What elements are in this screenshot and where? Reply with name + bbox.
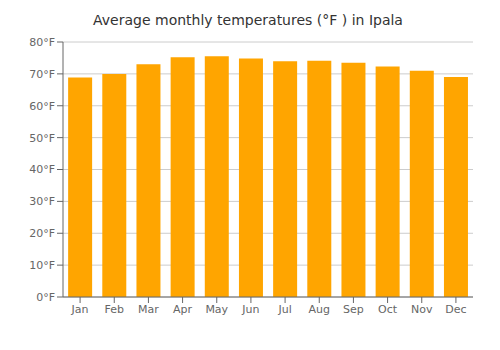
svg-text:50°F: 50°F [29,132,55,145]
svg-text:20°F: 20°F [29,227,55,240]
svg-text:Feb: Feb [105,303,124,316]
html-text:Average monthly temperatures (: Average monthly temperatures (°F ) in Ip… [93,12,403,28]
svg-text:40°F: 40°F [29,163,55,176]
svg-text:Jul: Jul [277,303,291,316]
svg-text:Jun: Jun [241,303,259,316]
svg-text:Jan: Jan [71,303,89,316]
svg-text:Mar: Mar [138,303,159,316]
svg-text:70°F: 70°F [29,68,55,81]
svg-text:10°F: 10°F [29,259,55,272]
svg-text:60°F: 60°F [29,100,55,113]
svg-text:Nov: Nov [411,303,433,316]
svg-text:Oct: Oct [378,303,398,316]
svg-text:Sep: Sep [343,303,364,316]
svg-text:May: May [205,303,228,316]
svg-text:30°F: 30°F [29,195,55,208]
svg-text:80°F: 80°F [29,36,55,49]
svg-text:Dec: Dec [445,303,466,316]
svg-text:Apr: Apr [173,303,193,316]
svg-text:0°F: 0°F [36,291,55,304]
svg-text:Aug: Aug [309,303,330,316]
